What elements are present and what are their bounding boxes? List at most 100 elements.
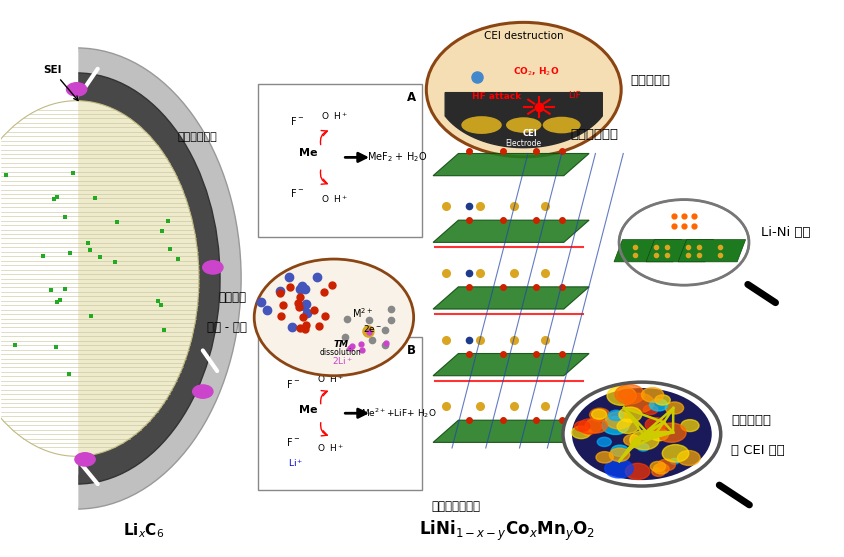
Circle shape <box>192 385 213 398</box>
Ellipse shape <box>562 382 720 486</box>
Circle shape <box>577 419 601 434</box>
Bar <box>257 337 422 490</box>
Circle shape <box>67 82 87 96</box>
Ellipse shape <box>542 117 580 133</box>
Text: F$^-$: F$^-$ <box>286 436 300 448</box>
Text: SEI: SEI <box>43 65 78 100</box>
Text: MeF$_2$ + H$_2$O: MeF$_2$ + H$_2$O <box>366 150 427 164</box>
Text: F$^-$: F$^-$ <box>290 188 304 199</box>
Circle shape <box>597 437 610 447</box>
Circle shape <box>585 418 607 433</box>
Text: A: A <box>406 91 415 104</box>
Text: Me$^{2+}$+LiF+ H$_2$O: Me$^{2+}$+LiF+ H$_2$O <box>360 406 436 420</box>
Circle shape <box>680 419 698 432</box>
Circle shape <box>657 459 674 471</box>
Ellipse shape <box>254 259 414 376</box>
Text: 溶出 - 迁移: 溶出 - 迁移 <box>207 321 246 334</box>
Bar <box>257 84 422 237</box>
Text: 新 CEI 形成: 新 CEI 形成 <box>731 444 784 457</box>
Text: F$^-$: F$^-$ <box>286 378 300 390</box>
Text: Electrode: Electrode <box>505 139 541 148</box>
Circle shape <box>654 395 669 405</box>
Ellipse shape <box>0 101 198 456</box>
Circle shape <box>651 467 664 476</box>
Circle shape <box>652 463 668 474</box>
Circle shape <box>608 410 623 421</box>
Circle shape <box>677 451 700 466</box>
Circle shape <box>574 421 589 431</box>
Text: O  H$^+$: O H$^+$ <box>316 373 344 385</box>
Polygon shape <box>432 220 588 242</box>
Text: TM: TM <box>333 340 348 349</box>
Text: Me: Me <box>299 148 317 158</box>
Circle shape <box>662 444 688 462</box>
Text: B: B <box>406 344 415 356</box>
Circle shape <box>589 408 609 422</box>
Text: 颗粒破碎，: 颗粒破碎， <box>731 414 771 427</box>
Polygon shape <box>445 92 602 148</box>
Ellipse shape <box>619 199 748 285</box>
Text: dissolution: dissolution <box>319 348 361 357</box>
Text: 2e$^-$: 2e$^-$ <box>363 323 382 334</box>
Text: Li$_x$C$_6$: Li$_x$C$_6$ <box>123 521 165 540</box>
Text: CO$_2$, H$_2$O: CO$_2$, H$_2$O <box>512 65 559 77</box>
Circle shape <box>75 453 95 466</box>
Circle shape <box>645 418 665 432</box>
Circle shape <box>649 399 667 411</box>
Text: O  H$^+$: O H$^+$ <box>316 442 344 453</box>
Polygon shape <box>432 420 588 442</box>
Circle shape <box>625 463 649 480</box>
Ellipse shape <box>0 48 241 509</box>
Text: O  H$^+$: O H$^+$ <box>321 110 349 121</box>
Circle shape <box>618 389 634 400</box>
Text: LiNi$_{1-x-y}$Co$_x$Mn$_y$O$_2$: LiNi$_{1-x-y}$Co$_x$Mn$_y$O$_2$ <box>419 519 594 543</box>
Ellipse shape <box>571 388 711 480</box>
Text: LiF: LiF <box>567 91 580 100</box>
Circle shape <box>203 261 223 274</box>
Text: F$^-$: F$^-$ <box>290 115 304 127</box>
Text: HF attack: HF attack <box>472 92 521 101</box>
Circle shape <box>641 388 663 402</box>
Circle shape <box>629 431 658 449</box>
Text: O  H$^+$: O H$^+$ <box>321 193 349 205</box>
Circle shape <box>601 417 628 434</box>
Ellipse shape <box>0 73 219 484</box>
Circle shape <box>616 419 638 433</box>
Circle shape <box>637 444 648 451</box>
Circle shape <box>609 448 629 462</box>
Text: 过渡金属沉积: 过渡金属沉积 <box>177 132 218 142</box>
Text: 界面膜破坏: 界面膜破坏 <box>630 74 669 87</box>
Text: Li$^+$: Li$^+$ <box>288 457 303 469</box>
Polygon shape <box>678 240 744 262</box>
Circle shape <box>669 458 679 464</box>
Circle shape <box>649 428 668 441</box>
Text: Li$^+$: Li$^+$ <box>288 358 303 369</box>
Polygon shape <box>432 154 588 175</box>
Text: 电解液渗入裂纹: 电解液渗入裂纹 <box>431 500 480 513</box>
Text: 过渡金属: 过渡金属 <box>219 291 246 305</box>
Text: CEI destruction: CEI destruction <box>484 31 563 41</box>
Circle shape <box>591 409 606 419</box>
Polygon shape <box>646 240 712 262</box>
Circle shape <box>623 434 640 446</box>
Circle shape <box>618 407 641 422</box>
Circle shape <box>656 423 685 442</box>
Ellipse shape <box>461 116 501 134</box>
Circle shape <box>606 386 636 405</box>
Circle shape <box>649 461 665 472</box>
Polygon shape <box>432 354 588 376</box>
Text: M$^{2+}$: M$^{2+}$ <box>352 306 373 320</box>
Text: Li-Ni 混排: Li-Ni 混排 <box>760 226 809 239</box>
Circle shape <box>664 402 683 414</box>
Text: CEI: CEI <box>522 129 538 138</box>
Text: 2Li$^+$: 2Li$^+$ <box>332 355 353 367</box>
Circle shape <box>604 459 632 478</box>
Circle shape <box>614 384 644 404</box>
Circle shape <box>595 452 613 463</box>
Ellipse shape <box>425 22 620 157</box>
Ellipse shape <box>506 118 541 133</box>
Circle shape <box>571 426 590 439</box>
Text: 层状结构相变: 层状结构相变 <box>570 128 618 140</box>
Circle shape <box>624 393 653 413</box>
Circle shape <box>610 445 628 457</box>
